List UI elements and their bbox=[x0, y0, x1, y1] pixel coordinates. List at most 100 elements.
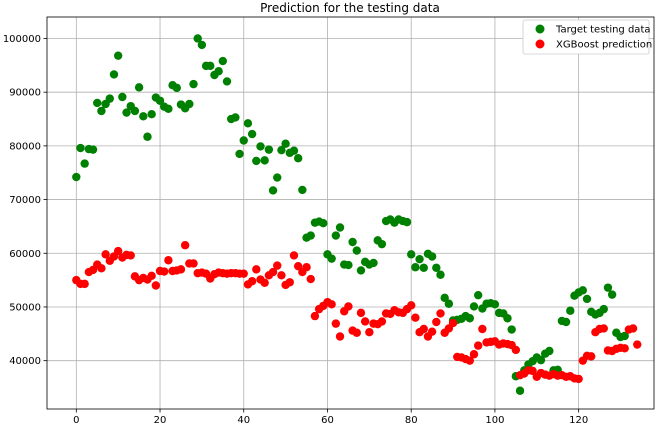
target-point bbox=[172, 83, 181, 93]
target-point bbox=[465, 314, 475, 323]
target-point bbox=[197, 40, 207, 50]
target-point bbox=[130, 106, 140, 116]
prediction-point bbox=[306, 274, 315, 284]
prediction-point bbox=[407, 301, 416, 310]
target-point bbox=[599, 304, 608, 314]
prediction-point bbox=[189, 259, 198, 268]
target-point bbox=[273, 173, 282, 182]
target-point bbox=[407, 250, 416, 259]
y-tick-label: 40000 bbox=[9, 356, 41, 367]
target-point bbox=[427, 252, 437, 261]
target-point bbox=[222, 77, 232, 86]
prediction-point bbox=[473, 341, 483, 350]
target-point bbox=[235, 149, 244, 159]
target-point bbox=[440, 293, 449, 303]
target-point bbox=[93, 98, 102, 108]
prediction-point bbox=[377, 317, 387, 326]
target-point bbox=[268, 186, 278, 195]
axis-ticks: 0 20 40 60 80 100 120 40000 50000 60000 70000 80000… bbox=[3, 34, 588, 426]
prediction-point bbox=[469, 350, 479, 359]
x-tick-label: 40 bbox=[237, 415, 250, 426]
plot-area-frame bbox=[46, 16, 655, 410]
target-point bbox=[260, 156, 269, 165]
y-tick-label: 80000 bbox=[9, 141, 41, 152]
x-tick-label: 120 bbox=[569, 415, 588, 426]
target-point bbox=[113, 51, 123, 60]
target-point bbox=[415, 254, 424, 264]
prediction-point bbox=[599, 324, 608, 333]
target-point bbox=[231, 113, 240, 122]
target-point bbox=[281, 139, 290, 148]
prediction-point bbox=[511, 345, 521, 355]
legend-label-prediction: XGBoost prediction bbox=[556, 40, 652, 51]
prediction-point bbox=[478, 324, 487, 334]
target-point bbox=[344, 260, 353, 270]
prediction-point bbox=[448, 318, 458, 328]
prediction-point bbox=[273, 261, 282, 270]
target-point bbox=[607, 290, 617, 299]
legend-box bbox=[522, 19, 650, 55]
target-point bbox=[319, 219, 328, 228]
prediction-point bbox=[587, 352, 596, 361]
y-tick-label: 90000 bbox=[9, 88, 41, 99]
target-point bbox=[331, 231, 341, 240]
target-point bbox=[289, 146, 299, 155]
target-point bbox=[122, 108, 131, 117]
prediction-point bbox=[239, 269, 248, 278]
target-point bbox=[164, 104, 173, 114]
x-tick-label: 100 bbox=[485, 415, 504, 426]
legend: Target testing data XGBoost prediction bbox=[522, 19, 652, 55]
prediction-point bbox=[285, 278, 294, 287]
target-point bbox=[88, 145, 98, 154]
target-point bbox=[402, 217, 412, 227]
target-point bbox=[356, 266, 366, 275]
target-point bbox=[473, 290, 483, 300]
target-point bbox=[507, 325, 516, 334]
target-point bbox=[143, 132, 152, 141]
target-point bbox=[97, 106, 106, 116]
target-point bbox=[189, 79, 198, 89]
prediction-point bbox=[310, 311, 320, 321]
data-points bbox=[72, 34, 642, 395]
target-point bbox=[566, 306, 575, 315]
prediction-point bbox=[97, 264, 106, 273]
legend-marker-target bbox=[535, 24, 545, 34]
prediction-point bbox=[126, 251, 135, 260]
target-point bbox=[247, 129, 257, 139]
target-point bbox=[155, 96, 165, 105]
target-point bbox=[444, 299, 454, 308]
target-point bbox=[490, 300, 500, 309]
target-point bbox=[218, 56, 228, 66]
prediction-point bbox=[419, 324, 428, 334]
target-point bbox=[134, 83, 144, 92]
y-tick-label: 100000 bbox=[3, 34, 41, 45]
prediction-point bbox=[331, 319, 341, 328]
prediction-point bbox=[436, 309, 445, 318]
target-point bbox=[256, 142, 265, 151]
target-point bbox=[419, 263, 428, 272]
prediction-point bbox=[180, 241, 190, 250]
target-point bbox=[298, 185, 307, 195]
target-point bbox=[603, 283, 613, 292]
prediction-point bbox=[302, 263, 311, 272]
prediction-point bbox=[432, 317, 441, 327]
prediction-point bbox=[574, 374, 583, 384]
x-tick-label: 60 bbox=[321, 415, 334, 426]
x-tick-label: 80 bbox=[405, 415, 418, 426]
prediction-point bbox=[620, 344, 629, 353]
target-point bbox=[503, 314, 512, 323]
target-point bbox=[72, 172, 81, 182]
prediction-point bbox=[628, 324, 638, 333]
prediction-point bbox=[411, 313, 420, 322]
prediction-point bbox=[352, 328, 361, 337]
prediction-point bbox=[633, 340, 642, 349]
target-point bbox=[80, 159, 89, 168]
prediction-point bbox=[365, 328, 374, 337]
target-point bbox=[214, 67, 223, 76]
target-point bbox=[76, 143, 85, 153]
target-point bbox=[293, 154, 303, 163]
x-tick-label: 0 bbox=[73, 415, 79, 426]
prediction-point bbox=[260, 278, 269, 288]
target-point bbox=[377, 239, 387, 249]
